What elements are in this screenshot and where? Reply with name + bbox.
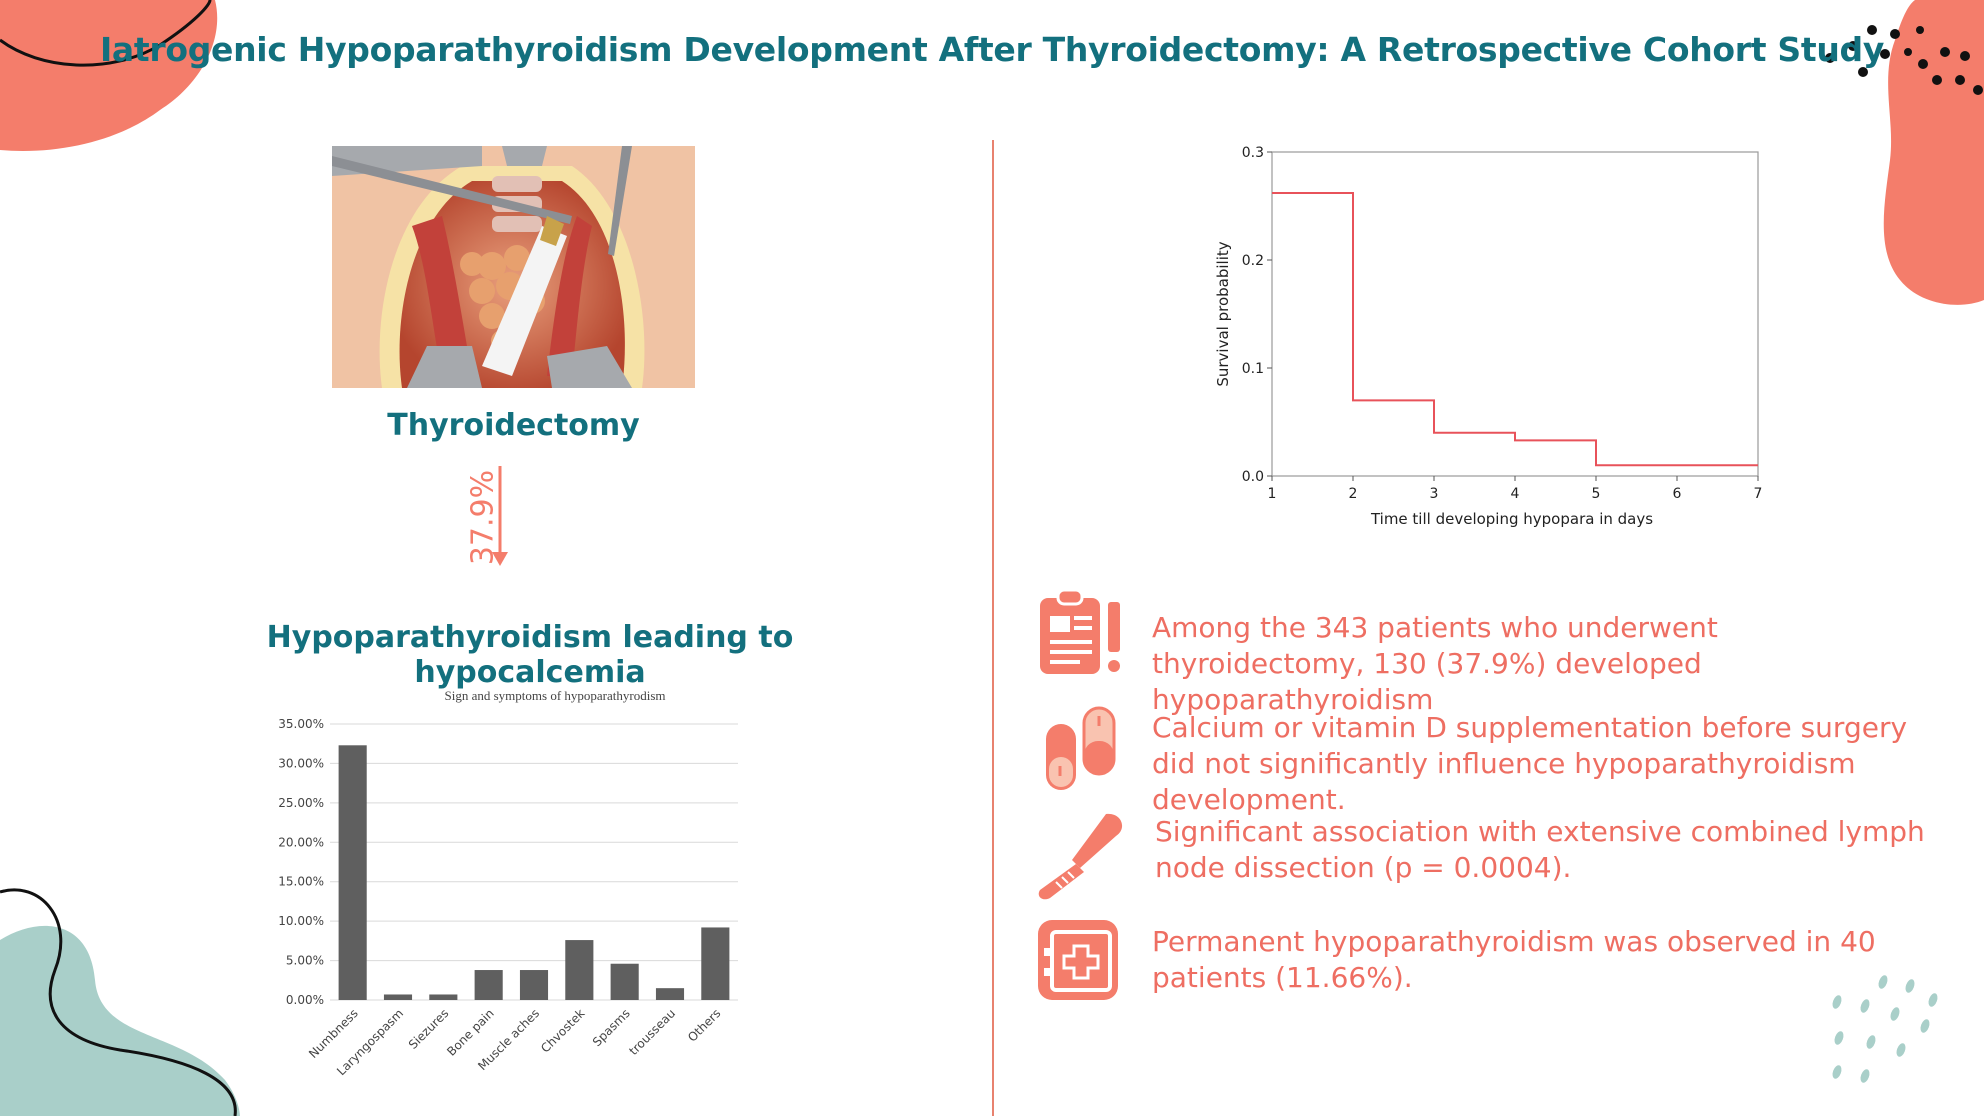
procedure-label: Thyroidectomy <box>387 408 640 443</box>
scalpel-icon <box>1038 813 1123 900</box>
bar-x-tick-label: Chvostek <box>538 1006 587 1055</box>
thyroidectomy-illustration <box>332 146 695 388</box>
medical-kit-icon <box>1038 920 1118 1000</box>
km-x-tick-label: 3 <box>1430 486 1439 502</box>
clipboard-icon <box>1040 588 1120 674</box>
percent-down-arrow: 37.9% <box>455 460 515 570</box>
bar-others <box>701 927 730 1000</box>
finding-2: Calcium or vitamin D supplementation bef… <box>1152 711 1908 816</box>
km-y-tick-label: 0.1 <box>1242 361 1264 377</box>
decor-blob-bottom-left <box>0 888 240 1116</box>
km-x-tick-label: 6 <box>1673 486 1682 502</box>
bar-y-tick-label: 15.00% <box>278 875 324 889</box>
km-x-tick-label: 1 <box>1268 486 1277 502</box>
km-x-tick-label: 7 <box>1754 486 1763 502</box>
percent-label: 37.9% <box>465 469 501 566</box>
bar-trousseau <box>655 988 685 1000</box>
symptoms-bar-chart: Sign and symptoms of hypoparathyrodism 0… <box>250 682 750 1082</box>
km-y-tick-label: 0.3 <box>1242 145 1264 161</box>
decor-blob-top-left <box>0 0 218 151</box>
bar-x-tick-label: Spasms <box>590 1006 633 1049</box>
bar-spasms <box>610 963 639 1000</box>
bar-chvostek <box>565 940 594 1000</box>
km-y-axis-label: Survival probability <box>1214 241 1232 386</box>
bar-laryngospasm <box>383 994 413 1000</box>
bar-y-tick-label: 0.00% <box>286 993 324 1007</box>
km-survival-line <box>1272 192 1758 467</box>
decor-drops-bottom-right <box>1832 975 1938 1083</box>
bar-siezures <box>429 994 458 1000</box>
km-y-tick-label: 0.0 <box>1242 469 1264 485</box>
finding-4: Permanent hypoparathyroidism was observe… <box>1152 925 1876 994</box>
bar-y-tick-label: 10.00% <box>278 914 324 928</box>
survival-step-chart: 0.0 0.1 0.2 0.3 1 2 3 4 5 6 7 Time till developing… <box>1200 140 1780 540</box>
bar-y-tick-label: 30.00% <box>278 756 324 770</box>
bar-x-tick-label: Others <box>685 1006 723 1044</box>
bar-x-tick-label: Siezures <box>406 1006 452 1052</box>
bar-numbness <box>338 745 367 1000</box>
symptoms-bar-chart-svg: Sign and symptoms of hypoparathyrodism 0… <box>278 688 738 1078</box>
bar-y-tick-label: 5.00% <box>286 954 324 968</box>
page-title: Iatrogenic Hypoparathyroidism Developmen… <box>99 30 1885 69</box>
bar-y-tick-label: 35.00% <box>278 717 324 731</box>
km-x-tick-label: 5 <box>1592 486 1601 502</box>
bar-chart-title: Sign and symptoms of hypoparathyrodism <box>445 688 666 703</box>
km-y-tick-label: 0.2 <box>1242 253 1264 269</box>
finding-1: Among the 343 patients who underwent thy… <box>1152 611 1718 716</box>
outcome-label: Hypoparathyroidism leading to hypocalcem… <box>266 620 794 690</box>
bar-y-tick-label: 20.00% <box>278 835 324 849</box>
finding-3: Significant association with extensive c… <box>1155 815 1925 884</box>
bar-muscle-aches <box>519 970 549 1000</box>
km-x-tick-label: 2 <box>1349 486 1358 502</box>
bar-y-tick-label: 25.00% <box>278 796 324 810</box>
km-x-tick-label: 4 <box>1511 486 1520 502</box>
decor-dots-top-right <box>1825 25 1983 95</box>
km-plot-frame <box>1271 151 1759 477</box>
survival-step-chart-svg: 0.0 0.1 0.2 0.3 1 2 3 4 5 6 7 Time till developing… <box>1214 145 1763 528</box>
km-x-axis-label: Time till developing hypopara in days <box>1370 510 1653 528</box>
column-divider <box>992 140 994 1116</box>
bar-bone-pain <box>474 970 503 1000</box>
bar-x-tick-label: trousseau <box>626 1006 678 1058</box>
pills-icon <box>1046 706 1116 790</box>
